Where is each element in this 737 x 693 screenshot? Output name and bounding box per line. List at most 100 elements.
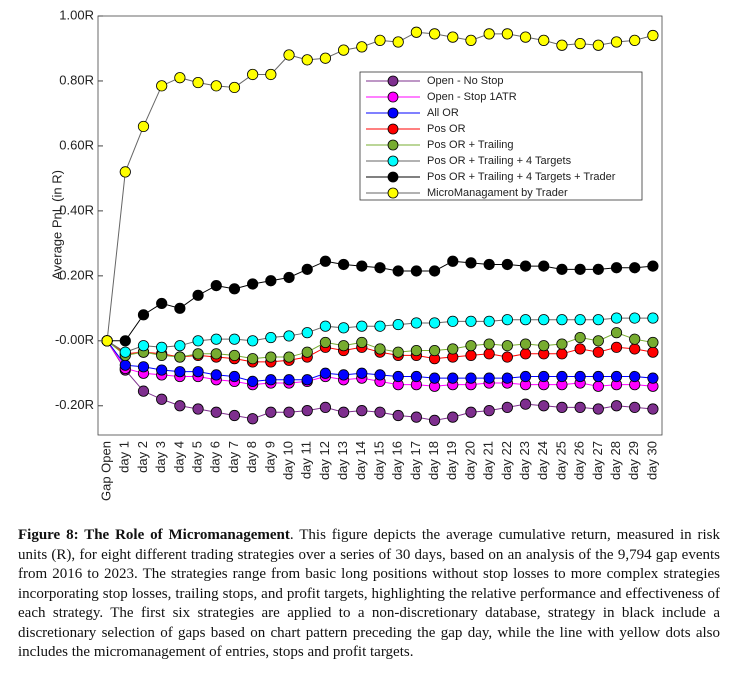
x-tick-label: day 8 [244,441,259,473]
data-point [556,263,568,275]
data-point [538,314,550,326]
data-point [392,36,404,48]
data-point [319,255,332,267]
data-point [556,348,568,360]
data-point [556,39,568,51]
data-point [247,375,259,388]
data-point [574,343,586,355]
legend-label: All OR [427,107,459,119]
y-tick-label: -0.20R [55,397,94,412]
data-point [447,343,459,355]
data-point [574,263,586,275]
data-point [501,28,513,40]
data-point [610,327,623,339]
data-point [501,351,513,363]
data-point [192,348,204,360]
legend-marker [387,139,399,151]
data-point [174,340,186,352]
data-point [483,372,495,384]
data-point [428,344,441,357]
x-tick-label: day 27 [590,441,605,480]
data-point [356,367,368,379]
data-point [410,265,422,277]
data-point [319,320,332,332]
x-tick-label: day 12 [317,441,332,480]
x-tick-label: day 23 [517,441,532,480]
data-point [629,401,641,413]
data-point [156,393,168,405]
data-point [465,349,477,362]
data-point [592,403,604,415]
data-point [228,81,241,94]
data-point [483,28,495,40]
data-point [301,327,313,339]
data-point [447,411,459,423]
data-point [301,54,313,66]
series-layer [101,26,659,426]
data-point [356,41,368,53]
data-point [428,265,441,277]
x-tick-label: day 5 [190,441,205,473]
x-tick-label: day 19 [444,441,459,480]
data-point [210,80,222,92]
data-point [156,364,168,376]
caption-label: Figure 8: The Role of Micromanagement [18,527,290,543]
data-point [137,361,150,373]
data-point [465,257,477,269]
data-point [283,49,295,61]
data-point [319,401,332,413]
data-point [629,262,641,274]
data-point [210,406,222,418]
data-point [374,320,386,332]
data-point [156,80,168,92]
data-point [592,380,604,392]
data-point [447,372,459,384]
data-point [247,353,259,365]
data-point [265,275,277,287]
data-point [501,372,513,384]
x-tick-label: day 4 [171,441,186,473]
data-point [647,403,659,415]
legend: Open - No Stop Open - Stop 1ATR All OR Pos … [359,71,643,201]
data-point [556,314,568,326]
data-point [392,318,404,331]
data-point [647,346,659,358]
x-tick-label: day 14 [353,441,368,480]
data-point [156,297,168,310]
data-point [374,406,386,418]
data-point [374,369,386,381]
data-point [210,333,222,345]
data-point [119,335,131,347]
y-tick-label: 0.60R [59,137,94,152]
data-point [410,344,422,357]
data-point [137,340,150,352]
data-point [483,315,495,327]
data-point [174,351,186,363]
data-point [174,366,186,378]
data-point [574,38,586,50]
data-point [247,413,259,425]
legend-label: Pos OR + Trailing + 4 Targets [427,155,572,167]
x-tick-label: day 25 [553,441,568,480]
y-axis-label: Average PnL (in R) [49,170,64,280]
data-point [592,370,604,383]
data-point [392,265,404,277]
data-point [483,348,495,360]
data-point [356,405,368,417]
data-point [301,405,313,417]
x-tick-label: day 28 [608,441,623,480]
data-point [192,366,204,378]
data-point [519,31,532,43]
legend-marker [387,123,399,135]
legend-marker [387,107,399,119]
y-tick-label: 0.80R [59,72,94,87]
data-point [629,34,641,46]
data-point [283,351,295,363]
caption: Figure 8: The Role of Micromanagement. T… [18,526,720,663]
data-point [338,44,350,56]
data-point [410,370,422,383]
data-point [374,34,386,46]
data-point [301,346,313,358]
data-point [610,400,623,412]
data-point [574,370,586,383]
